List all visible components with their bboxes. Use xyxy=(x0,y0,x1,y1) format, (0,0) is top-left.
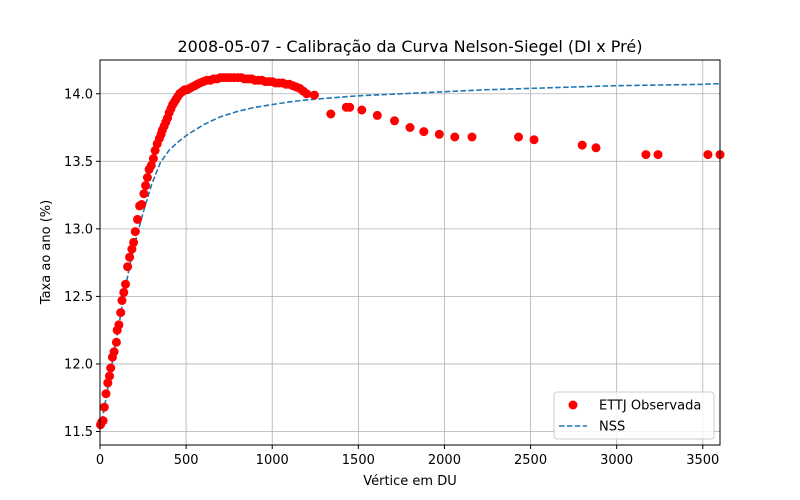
ettj-point xyxy=(142,173,152,182)
y-tick-label: 12.5 xyxy=(64,290,93,305)
ettj-point xyxy=(309,90,319,100)
x-tick-label: 2500 xyxy=(514,453,547,468)
ettj-point xyxy=(434,129,444,139)
legend: ETTJ Observada NSS xyxy=(553,391,715,440)
ettj-point xyxy=(326,109,336,119)
ettj-point xyxy=(591,143,601,153)
ettj-point xyxy=(302,89,312,99)
ettj-point xyxy=(111,337,121,347)
ettj-point xyxy=(129,237,139,247)
x-axis: 0 500 1000 1500 2000 2500 3000 3500 xyxy=(96,445,719,468)
ettj-point xyxy=(133,214,142,224)
ettj-point xyxy=(146,160,156,170)
nss-series xyxy=(99,82,721,429)
y-axis: 11.5 12.0 12.5 13.0 13.5 14.0 xyxy=(64,87,100,440)
x-tick-label: 2000 xyxy=(428,453,461,468)
ettj-point xyxy=(117,296,127,305)
ettj-point xyxy=(125,252,135,262)
legend-marker-ettj xyxy=(568,400,578,410)
ettj-point xyxy=(137,200,147,209)
legend-box xyxy=(553,391,715,440)
ettj-point xyxy=(105,371,114,381)
x-axis-title: Vértice em DU xyxy=(363,474,457,489)
ettj-point xyxy=(98,416,108,426)
ettj-point xyxy=(703,150,713,160)
y-tick-label: 12.0 xyxy=(64,357,93,372)
ettj-point xyxy=(114,320,124,330)
ettj-series xyxy=(96,73,725,430)
ettj-point xyxy=(130,227,140,237)
ettj-point xyxy=(99,402,109,412)
ettj-point xyxy=(121,279,130,289)
y-tick-label: 13.5 xyxy=(64,155,93,170)
x-tick-label: 3500 xyxy=(686,453,719,468)
ettj-point xyxy=(101,389,111,399)
ettj-point xyxy=(641,150,651,160)
ettj-point xyxy=(345,102,355,112)
ettj-point xyxy=(148,154,158,164)
chart-title: 2008-05-07 - Calibração da Curva Nelson-… xyxy=(178,37,643,56)
x-tick-label: 500 xyxy=(174,453,199,468)
ettj-point xyxy=(467,132,477,142)
ettj-point xyxy=(106,363,116,373)
ettj-point xyxy=(405,123,415,132)
ettj-point xyxy=(372,110,382,120)
ettj-point xyxy=(123,262,133,272)
ettj-point xyxy=(653,150,663,160)
ettj-point xyxy=(419,127,429,137)
plot-background xyxy=(100,60,720,445)
axes-frame xyxy=(99,59,721,446)
y-tick-label: 14.0 xyxy=(64,87,93,102)
y-tick-label: 11.5 xyxy=(64,425,93,440)
ettj-point xyxy=(103,378,113,388)
ettj-point xyxy=(141,181,151,191)
x-tick-label: 0 xyxy=(96,453,104,468)
legend-label-ettj: ETTJ Observada xyxy=(599,399,701,414)
ettj-point xyxy=(529,135,539,145)
legend-label-nss: NSS xyxy=(599,420,625,435)
x-tick-label: 1500 xyxy=(342,453,375,468)
ettj-point xyxy=(109,347,119,357)
ettj-point xyxy=(139,189,149,199)
ettj-point xyxy=(116,308,126,318)
nss-line xyxy=(99,82,721,429)
ettj-point xyxy=(450,132,460,142)
ettj-point xyxy=(357,105,367,115)
x-tick-label: 1000 xyxy=(256,453,289,468)
ettj-point xyxy=(390,116,399,126)
x-tick-label: 3000 xyxy=(600,453,633,468)
ettj-point xyxy=(119,287,129,297)
y-axis-title: Taxa ao ano (%) xyxy=(39,200,54,305)
ettj-point xyxy=(514,132,523,142)
ettj-point xyxy=(577,140,587,150)
y-tick-label: 13.0 xyxy=(64,222,93,237)
plot-area xyxy=(96,59,725,446)
